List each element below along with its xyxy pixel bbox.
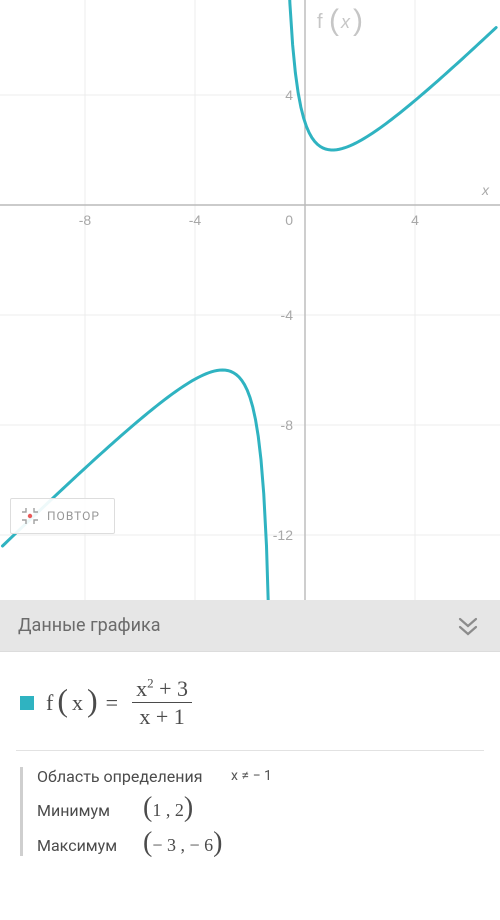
max-label: Максимум xyxy=(37,836,129,855)
svg-text:f: f xyxy=(317,11,323,33)
svg-text:-8: -8 xyxy=(79,212,92,228)
svg-text:4: 4 xyxy=(285,87,293,103)
svg-text:): ) xyxy=(353,4,363,37)
divider xyxy=(16,750,484,751)
recenter-icon xyxy=(19,505,41,527)
formula-var: x xyxy=(72,690,83,716)
series-color-square xyxy=(20,696,34,710)
formula: f ( x ) = x2 + 3 x + 1 xyxy=(46,676,192,730)
repeat-button[interactable]: ПОВТОР xyxy=(10,498,115,534)
domain-value: x ≠ − 1 xyxy=(231,768,272,784)
svg-text:4: 4 xyxy=(411,212,419,228)
svg-text:-4: -4 xyxy=(281,307,294,323)
panel-header[interactable]: Данные графика xyxy=(0,600,500,652)
formula-denominator: x + 1 xyxy=(135,703,188,729)
minimum-row: Минимум (1 , 2) xyxy=(37,800,484,821)
repeat-button-label: ПОВТОР xyxy=(47,509,100,523)
svg-text:(: ( xyxy=(329,4,339,37)
svg-text:-8: -8 xyxy=(281,417,294,433)
panel-title: Данные графика xyxy=(18,615,161,636)
properties-list: Область определения x ≠ − 1 Минимум (1 ,… xyxy=(20,767,484,856)
svg-text:-4: -4 xyxy=(189,212,202,228)
domain-label: Область определения xyxy=(37,767,217,786)
panel-body: f ( x ) = x2 + 3 x + 1 Область определен… xyxy=(0,652,500,920)
max-value: (− 3 , − 6) xyxy=(143,835,222,856)
maximum-row: Максимум (− 3 , − 6) xyxy=(37,835,484,856)
chart-area[interactable]: -8-444-4-8-120xf(x) ПОВТОР xyxy=(0,0,500,600)
formula-func: f xyxy=(46,690,53,716)
formula-row[interactable]: f ( x ) = x2 + 3 x + 1 xyxy=(16,670,484,750)
expand-icon xyxy=(454,614,482,638)
svg-text:x: x xyxy=(481,182,490,198)
svg-text:0: 0 xyxy=(285,212,293,228)
domain-row: Область определения x ≠ − 1 xyxy=(37,767,484,786)
svg-text:-12: -12 xyxy=(273,527,293,543)
svg-text:x: x xyxy=(340,12,351,32)
min-label: Минимум xyxy=(37,801,129,820)
min-value: (1 , 2) xyxy=(143,800,193,821)
